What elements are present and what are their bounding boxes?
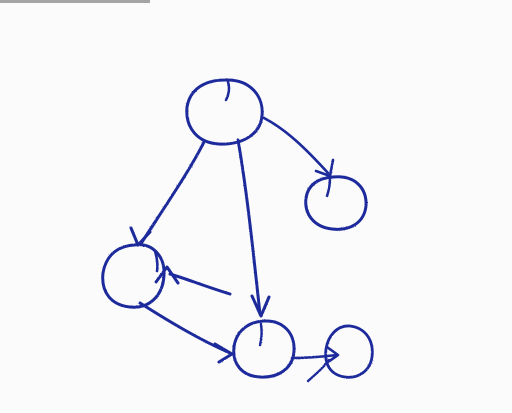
node-n4-stem <box>258 322 263 347</box>
edge-n1-n3 <box>262 116 330 175</box>
paper-top-edge <box>0 0 150 3</box>
node-n4 <box>232 319 296 379</box>
node-n2-stem <box>153 249 159 273</box>
node-n1-stem <box>224 80 231 102</box>
edge-n1-n2 <box>140 140 206 244</box>
edge-n2-n4-arrowhead <box>213 342 234 364</box>
node-n3 <box>304 175 368 231</box>
edge-n4-n5-arrowhead <box>325 345 340 364</box>
node-n3-stem <box>325 176 332 198</box>
node-n2 <box>101 243 166 309</box>
edge-n1-n4-arrowhead <box>250 294 271 318</box>
node-n5-tail <box>306 358 331 383</box>
edge-n3-n2-arrowhead <box>154 265 180 285</box>
node-n1 <box>185 78 264 146</box>
node-n5 <box>324 324 374 379</box>
edge-n1-n4 <box>236 138 262 316</box>
edge-n4-n5 <box>290 353 339 360</box>
edge-n1-n2-arrowhead <box>129 226 152 247</box>
